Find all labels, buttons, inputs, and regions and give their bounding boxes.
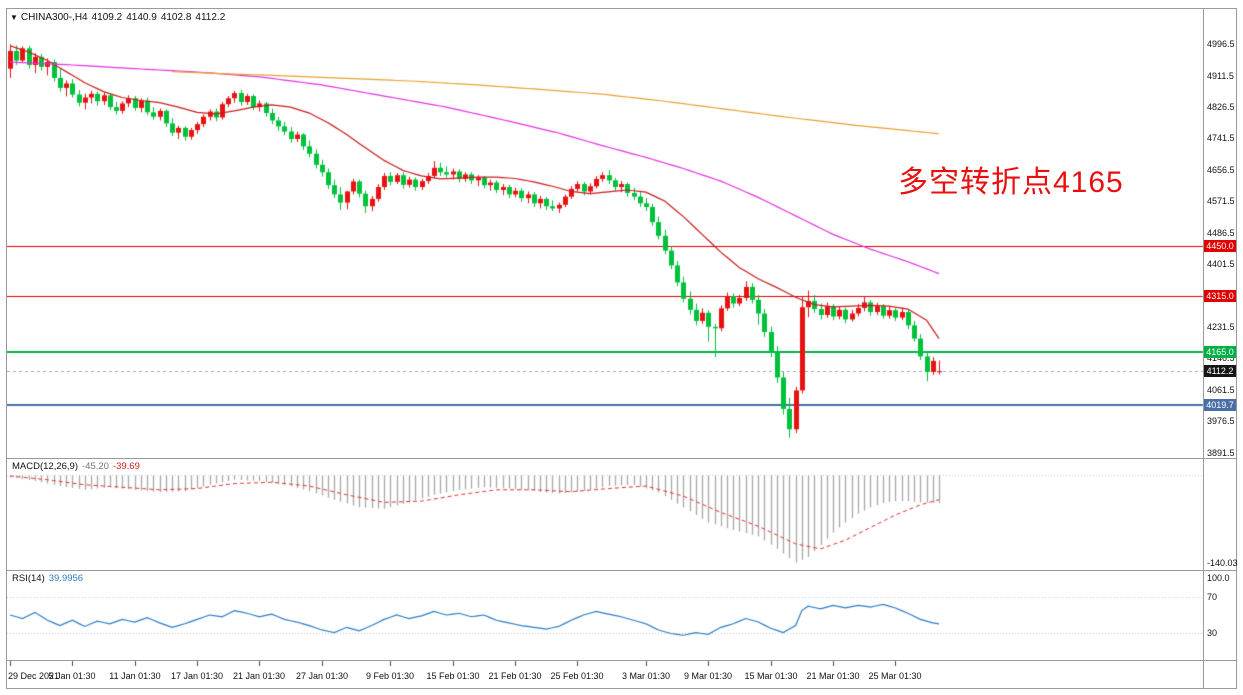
time-axis-label: 21 Mar 01:30	[806, 671, 860, 681]
price-level-badge: 4450.0	[1204, 240, 1236, 252]
time-axis-label: 27 Jan 01:30	[295, 671, 349, 681]
rsi-name: RSI(14)	[12, 573, 45, 584]
symbol-timeframe-label: CHINA300-,H4	[20, 12, 88, 23]
time-axis-label: 21 Feb 01:30	[488, 671, 542, 681]
macd-main-value: -45.20	[82, 461, 109, 472]
price-axis-label: 4146.5	[1207, 353, 1235, 363]
price-axis-label: 4401.5	[1207, 259, 1235, 269]
price-axis-label: 4486.5	[1207, 228, 1235, 238]
rsi-value: 39.9956	[48, 573, 84, 584]
ohlc-open: 4109.2	[91, 12, 123, 23]
price-axis-label: 4231.5	[1207, 322, 1235, 332]
time-axis-label: 11 Jan 01:30	[109, 671, 161, 681]
time-axis-label: 29 Dec 2021	[8, 671, 60, 681]
price-axis-separator	[1203, 9, 1204, 688]
time-axis-label: 21 Jan 01:30	[232, 671, 286, 681]
chart-window: ▼ CHINA300-,H4 4109.2 4140.9 4102.8 4112.2 多空…	[6, 8, 1238, 689]
macd-name: MACD(12,26,9)	[12, 461, 78, 472]
symbol-header[interactable]: ▼ CHINA300-,H4 4109.2 4140.9 4102.8 4112.2	[10, 12, 229, 23]
price-axis-label: 4996.5	[1207, 39, 1235, 49]
rsi-axis-label: 30	[1207, 628, 1218, 638]
time-axis-label: 9 Feb 01:30	[365, 671, 415, 681]
price-level-badge: 4165.0	[1204, 346, 1236, 358]
time-axis-label: 15 Mar 01:30	[744, 671, 798, 681]
time-axis-label: 9 Mar 01:30	[683, 671, 733, 681]
price-axis-label: 3891.5	[1207, 448, 1235, 458]
price-axis-label: 4826.5	[1207, 102, 1235, 112]
panel-separator-rsi-time	[7, 660, 1236, 661]
annotation-text: 多空转折点4165	[898, 166, 1124, 199]
chart-canvas[interactable]	[7, 9, 1236, 688]
time-axis-label: 15 Feb 01:30	[426, 671, 480, 681]
panel-separator-main-macd[interactable]	[7, 458, 1236, 459]
macd-indicator-label: MACD(12,26,9) -45.20 -39.69	[12, 461, 140, 472]
rsi-indicator-label: RSI(14) 39.9956	[12, 573, 83, 584]
price-axis-label: 4741.5	[1207, 133, 1235, 143]
price-axis-label: 4061.5	[1207, 385, 1235, 395]
macd-signal-value: -39.69	[112, 461, 140, 472]
time-axis-label: 25 Feb 01:30	[550, 671, 604, 681]
symbol-dropdown-icon[interactable]: ▼	[10, 13, 18, 22]
rsi-axis-label: 70	[1207, 592, 1218, 602]
time-axis-label: 25 Mar 01:30	[868, 671, 922, 681]
current-price-badge: 4112.2	[1204, 365, 1236, 377]
ohlc-low: 4102.8	[160, 12, 192, 23]
price-axis-label: 4911.5	[1207, 71, 1234, 81]
price-level-badge: 4019.7	[1204, 399, 1236, 411]
price-axis-label: 4571.5	[1207, 196, 1235, 206]
macd-axis-label: -140.03	[1207, 558, 1238, 568]
price-axis-label: 4656.5	[1207, 165, 1235, 175]
time-axis-label: 3 Mar 01:30	[621, 671, 671, 681]
ohlc-close: 4112.2	[195, 12, 226, 23]
time-axis-label: 5 Jan 01:30	[48, 671, 96, 681]
time-axis-label: 17 Jan 01:30	[170, 671, 224, 681]
panel-separator-macd-rsi[interactable]	[7, 570, 1236, 571]
ohlc-high: 4140.9	[126, 12, 157, 23]
rsi-axis-label: 100.0	[1207, 573, 1230, 583]
price-level-badge: 4315.0	[1204, 290, 1236, 302]
price-axis-label: 3976.5	[1207, 416, 1235, 426]
